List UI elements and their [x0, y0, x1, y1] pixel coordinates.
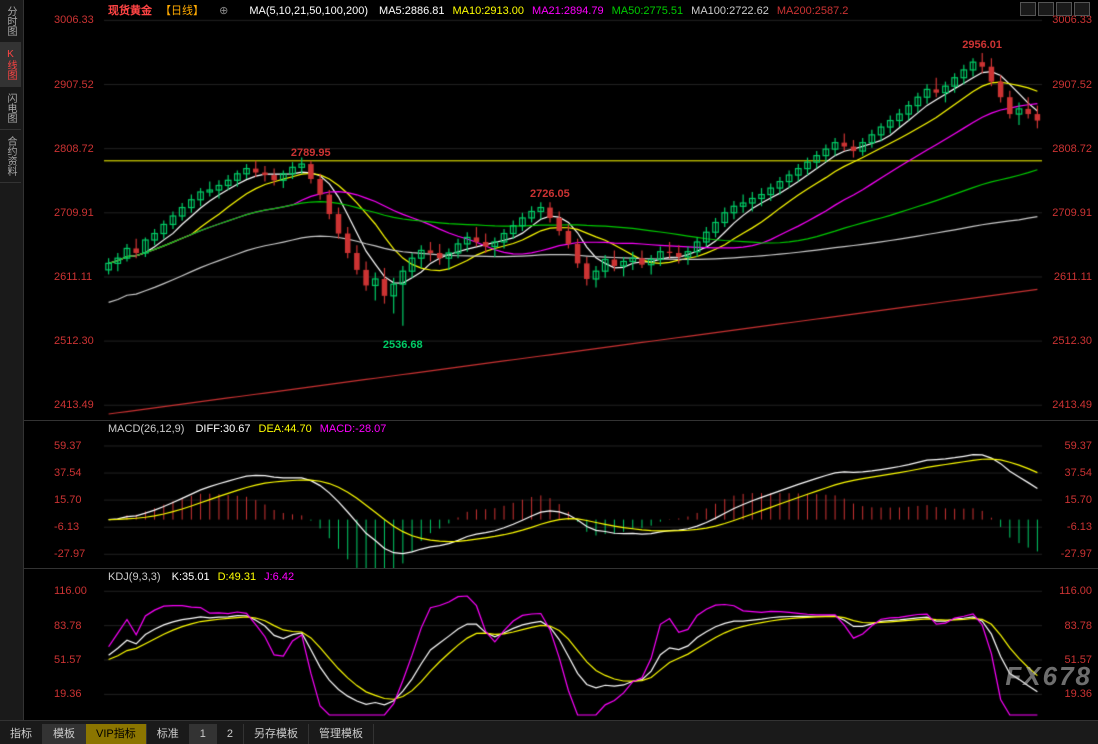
y-tick: 116.00 — [54, 585, 87, 597]
instrument-name: 现货黄金 — [108, 5, 152, 17]
macd-title: MACD(26,12,9) DIFF:30.67 DEA:44.70 MACD:-2… — [108, 423, 402, 435]
y-tick: 19.36 — [54, 688, 82, 700]
main-price-panel: 现货黄金【日线】 ⊕ MA(5,10,21,50,100,200) MA5:28… — [24, 0, 1098, 420]
sidebar-tab-3[interactable]: 合约资料 — [0, 130, 21, 183]
y-tick: 2907.52 — [1052, 79, 1092, 91]
fullscreen-icon[interactable] — [1020, 2, 1036, 16]
main-panel-title: 现货黄金【日线】 ⊕ MA(5,10,21,50,100,200) MA5:28… — [108, 2, 864, 18]
kdj-canvas[interactable] — [24, 569, 1098, 721]
left-sidebar: 分时图K线图闪电图合约资料 — [0, 0, 24, 720]
kdj-panel: KDJ(9,3,3) K:35.01D:49.31J:6.42 19.3619.… — [24, 568, 1098, 720]
macd-canvas[interactable] — [24, 421, 1098, 569]
ma-label-ma100: MA100:2722.62 — [691, 5, 769, 17]
y-tick: 2413.49 — [1052, 399, 1092, 411]
chart-area: 现货黄金【日线】 ⊕ MA(5,10,21,50,100,200) MA5:28… — [24, 0, 1098, 720]
bottom-tab-5[interactable]: 2 — [217, 724, 244, 744]
y-tick: -27.97 — [54, 548, 85, 560]
ma-header-label: MA(5,10,21,50,100,200) — [249, 5, 368, 17]
y-tick: 51.57 — [54, 654, 82, 666]
y-tick: 37.54 — [54, 467, 82, 479]
y-tick: 2709.91 — [1052, 207, 1092, 219]
ma-label-ma5: MA5:2886.81 — [379, 5, 444, 17]
macd-macd_val-label: MACD:-28.07 — [320, 423, 387, 435]
sidebar-tab-0[interactable]: 分时图 — [0, 0, 21, 43]
y-tick: 2611.11 — [54, 271, 92, 283]
bottom-tab-7[interactable]: 管理模板 — [309, 724, 374, 744]
bottom-tab-6[interactable]: 另存模板 — [244, 724, 309, 744]
ma-label-ma50: MA50:2775.51 — [612, 5, 684, 17]
bottom-tab-1[interactable]: 模板 — [43, 724, 86, 744]
price-annotation: 2789.95 — [291, 147, 331, 159]
y-tick: -6.13 — [54, 521, 79, 533]
bottom-tab-0[interactable]: 指标 — [0, 724, 43, 744]
y-tick: 2611.11 — [1054, 271, 1092, 283]
y-tick: 59.37 — [54, 440, 82, 452]
macd-dea-label: DEA:44.70 — [259, 423, 312, 435]
bottom-tab-2[interactable]: VIP指标 — [86, 724, 147, 744]
timeframe-tag: 【日线】 — [160, 5, 204, 17]
price-annotation: 2956.01 — [962, 39, 1002, 51]
y-tick: 2907.52 — [54, 79, 94, 91]
y-tick: 2413.49 — [54, 399, 94, 411]
y-tick: 83.78 — [1064, 620, 1092, 632]
settings-icon[interactable] — [1056, 2, 1072, 16]
y-tick: 15.70 — [1064, 494, 1092, 506]
kdj-d-label: D:49.31 — [218, 571, 257, 583]
y-tick: -27.97 — [1061, 548, 1092, 560]
y-tick: 2512.30 — [54, 335, 94, 347]
y-tick: 15.70 — [54, 494, 82, 506]
ma-label-ma21: MA21:2894.79 — [532, 5, 604, 17]
kdj-title: KDJ(9,3,3) K:35.01 D:49.31 J:6.42 — [108, 571, 310, 583]
kdj-j-label: J:6.42 — [264, 571, 294, 583]
y-tick: -6.13 — [1067, 521, 1092, 533]
chart-toolbar — [1020, 2, 1090, 16]
crosshair-icon[interactable] — [1038, 2, 1054, 16]
y-tick: 37.54 — [1064, 467, 1092, 479]
price-annotation: 2726.05 — [530, 188, 570, 200]
ma-label-ma200: MA200:2587.2 — [777, 5, 849, 17]
export-icon[interactable] — [1074, 2, 1090, 16]
watermark: FX678 — [1005, 661, 1092, 692]
ma-label-ma10: MA10:2913.00 — [452, 5, 524, 17]
macd-title-label: MACD(26,12,9) — [108, 423, 184, 435]
main-chart-canvas[interactable] — [24, 0, 1098, 420]
sidebar-tab-2[interactable]: 闪电图 — [0, 87, 21, 130]
y-tick: 59.37 — [1064, 440, 1092, 452]
macd-diff-label: DIFF:30.67 — [195, 423, 250, 435]
bottom-tab-3[interactable]: 标准 — [147, 724, 190, 744]
sidebar-tab-1[interactable]: K线图 — [0, 43, 21, 87]
y-tick: 116.00 — [1059, 585, 1092, 597]
y-tick: 83.78 — [54, 620, 82, 632]
bottom-tab-4[interactable]: 1 — [190, 724, 217, 744]
y-tick: 2512.30 — [1052, 335, 1092, 347]
y-tick: 3006.33 — [1052, 14, 1092, 26]
macd-panel: MACD(26,12,9) DIFF:30.67 DEA:44.70 MACD:-2… — [24, 420, 1098, 568]
kdj-k-label: K:35.01 — [172, 571, 210, 583]
y-tick: 3006.33 — [54, 14, 94, 26]
kdj-title-label: KDJ(9,3,3) — [108, 571, 161, 583]
y-tick: 2709.91 — [54, 207, 94, 219]
price-annotation: 2536.68 — [383, 339, 423, 351]
y-tick: 2808.72 — [54, 143, 94, 155]
y-tick: 2808.72 — [1052, 143, 1092, 155]
bottom-tabs: 指标模板VIP指标标准12另存模板管理模板 — [0, 720, 1098, 744]
